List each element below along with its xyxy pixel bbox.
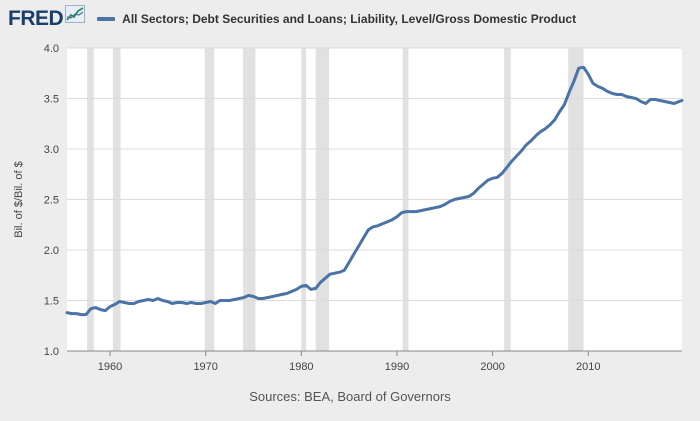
chart-header: FRED All Sectors; Debt Securities and Lo… [8,5,576,32]
x-tick-label: 2010 [576,361,600,373]
x-tick-label: 1970 [193,361,217,373]
y-tick-label: 1.5 [44,296,59,308]
y-axis-label: Bil. of $/Bil. of $ [13,161,25,237]
series-line [65,65,684,317]
x-tick-label: 1960 [98,361,122,373]
x-tick-label: 2000 [480,361,504,373]
y-tick-label: 2.0 [44,245,59,257]
source-note: Sources: BEA, Board of Governors [249,389,451,404]
chart-line-icon [65,5,86,29]
legend-label: All Sectors; Debt Securities and Loans; … [122,12,577,26]
x-tick-label: 1990 [385,361,409,373]
y-tick-label: 3.0 [44,144,59,156]
legend-swatch [97,17,116,21]
fred-logo[interactable]: FRED [8,5,86,31]
y-tick-label: 4.0 [44,43,59,55]
fred-logo-text: FRED [8,7,64,30]
y-tick-label: 3.5 [44,94,59,106]
x-tick-label: 1980 [289,361,313,373]
chart-legend: All Sectors; Debt Securities and Loans; … [97,12,576,26]
y-tick-label: 1.0 [44,346,59,358]
y-tick-label: 2.5 [44,195,59,207]
